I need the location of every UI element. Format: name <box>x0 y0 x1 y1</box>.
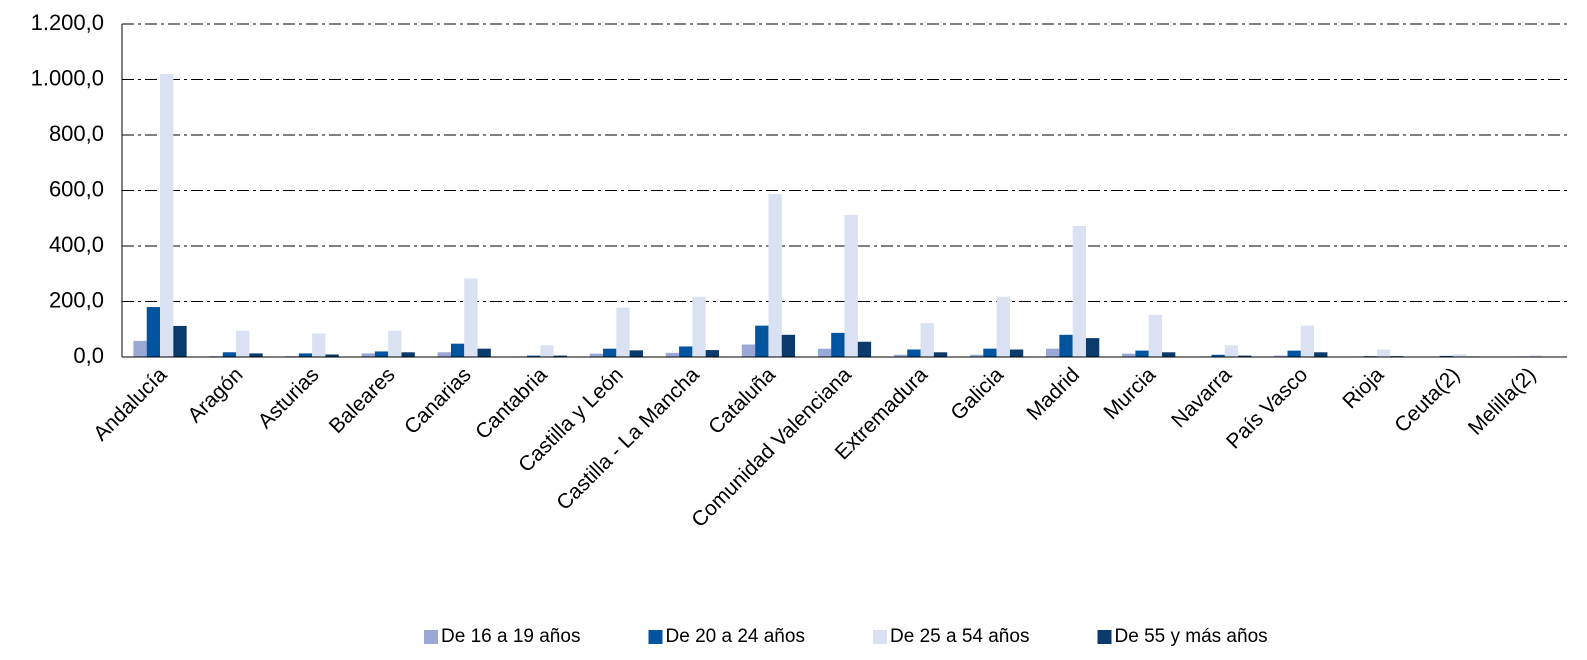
legend-swatch <box>648 630 663 644</box>
bar <box>831 332 845 357</box>
legend-label: De 16 a 19 años <box>441 626 580 647</box>
x-tick-label: Aragón <box>183 363 247 427</box>
bar <box>1046 348 1060 357</box>
bar <box>768 194 782 357</box>
bar <box>969 354 984 357</box>
bar <box>1274 355 1288 357</box>
y-tick-label: 800,0 <box>49 121 104 146</box>
bar <box>249 353 263 357</box>
bar <box>477 348 491 357</box>
bar <box>1211 354 1225 357</box>
legend-label: De 25 a 54 años <box>890 626 1029 647</box>
bar <box>844 214 858 357</box>
y-tick-label: 200,0 <box>49 287 104 312</box>
bar <box>1162 352 1176 357</box>
bar <box>1135 350 1149 357</box>
bar <box>893 354 908 357</box>
bar <box>388 330 402 357</box>
x-tick-label: Canarias <box>400 363 476 439</box>
bar <box>616 307 630 357</box>
bar <box>983 348 997 357</box>
bar <box>133 340 147 357</box>
y-tick-label: 400,0 <box>49 232 104 257</box>
bar <box>1059 334 1073 357</box>
bar <box>1072 226 1086 357</box>
bar <box>298 353 313 357</box>
bar <box>1148 314 1163 357</box>
bar <box>1009 349 1024 357</box>
legend-swatch <box>1097 630 1112 644</box>
bar <box>374 351 389 357</box>
bar <box>160 73 174 357</box>
bar <box>857 341 872 357</box>
x-tick-label: Ceuta(2) <box>1390 363 1464 437</box>
bar <box>1085 338 1100 357</box>
legend-swatch <box>424 630 438 644</box>
bar <box>173 325 187 357</box>
bar <box>692 296 706 357</box>
x-tick-label: Andalucía <box>89 363 172 446</box>
bar <box>1122 353 1136 357</box>
legend-label: De 55 y más años <box>1115 626 1268 647</box>
bar <box>755 325 769 357</box>
bar <box>1287 350 1301 357</box>
bar <box>629 350 643 357</box>
bar <box>665 352 680 357</box>
x-tick-label: Rioja <box>1338 363 1388 413</box>
bar <box>236 330 250 357</box>
bar <box>817 348 832 357</box>
x-tick-label: Asturias <box>254 363 324 433</box>
x-tick-label: Baleares <box>325 363 400 438</box>
bar <box>361 353 375 357</box>
bar <box>325 354 339 357</box>
bar <box>540 345 554 357</box>
bar <box>526 355 541 357</box>
bar <box>705 350 720 357</box>
bar <box>741 344 756 357</box>
bar <box>933 352 948 357</box>
bar <box>996 296 1010 357</box>
x-tick-label: Melilla(2) <box>1464 363 1541 440</box>
bar <box>603 348 617 357</box>
bar <box>1376 349 1391 357</box>
y-tick-label: 1.200,0 <box>31 10 104 35</box>
x-tick-label: Navarra <box>1167 363 1236 432</box>
bar <box>781 334 796 357</box>
y-tick-label: 0,0 <box>73 343 104 368</box>
bar <box>1224 345 1239 357</box>
x-tick-label: País Vasco <box>1222 363 1312 453</box>
legend-label: De 20 a 24 años <box>666 626 805 647</box>
bar <box>1314 352 1328 357</box>
legend-swatch <box>873 630 887 644</box>
y-tick-label: 600,0 <box>49 176 104 201</box>
x-tick-label: Madrid <box>1022 363 1084 425</box>
bar <box>553 355 567 357</box>
x-tick-label: Cataluña <box>704 363 780 439</box>
x-tick-label: Murcia <box>1099 363 1160 424</box>
x-tick-label: Castilla - La Mancha <box>552 363 704 515</box>
bar <box>1452 354 1467 357</box>
bar <box>312 333 326 357</box>
bar <box>401 352 415 357</box>
x-tick-label: Galicia <box>946 363 1008 425</box>
bar <box>1439 355 1453 357</box>
y-tick-label: 1.000,0 <box>31 65 104 90</box>
bar <box>679 346 693 357</box>
bar <box>464 278 478 357</box>
bar <box>907 349 921 357</box>
bar <box>1528 355 1543 357</box>
bar <box>589 353 604 357</box>
bar <box>437 352 451 357</box>
bar <box>920 323 934 357</box>
bar <box>146 307 161 357</box>
bar <box>1238 355 1252 357</box>
x-tick-label: Cantabria <box>471 363 552 444</box>
bar <box>222 352 237 357</box>
bar <box>450 343 465 357</box>
bar <box>1300 325 1315 357</box>
